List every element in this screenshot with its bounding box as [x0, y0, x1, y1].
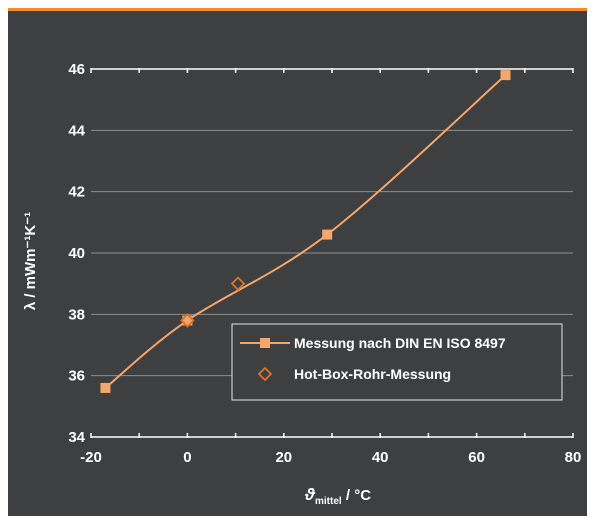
y-axis-title: λ / mWm⁻¹K⁻¹	[22, 212, 39, 310]
series-0-point-1	[182, 315, 193, 326]
y-tick-label-34: 34	[68, 429, 85, 446]
legend-item-din: Messung nach DIN EN ISO 8497	[240, 335, 506, 351]
series-line-0	[104, 74, 507, 389]
series-1-point-0	[180, 313, 195, 328]
y-tick-label-36: 36	[68, 368, 85, 385]
x-tick-label-60: 60	[468, 449, 485, 466]
x-tick-label--20: -20	[80, 449, 102, 466]
x-axis-title: ϑmittel / °C	[304, 485, 371, 507]
y-tick-label-46: 46	[68, 61, 85, 78]
tick-labels: -20 0 20 40 60 80 34 36 38 40 42 44 46	[68, 61, 581, 466]
axes	[90, 68, 574, 438]
series-1-point-1	[230, 276, 246, 291]
x-tick-label-0: 0	[183, 449, 191, 466]
legend-label-din: Messung nach DIN EN ISO 8497	[294, 335, 506, 351]
series-0-point-3	[500, 70, 511, 81]
x-axis-subscript: mittel	[315, 496, 342, 507]
legend-box	[231, 323, 563, 401]
legend: Messung nach DIN EN ISO 8497 Hot-Box-Roh…	[231, 323, 563, 401]
series-0-point-0	[100, 382, 111, 393]
series-layer	[100, 70, 511, 393]
legend-marker-diamond	[257, 366, 273, 382]
series-0-point-2	[322, 229, 333, 240]
x-tick-label-40: 40	[372, 449, 389, 466]
y-tick-label-38: 38	[68, 306, 85, 323]
x-axis-unit: / °C	[342, 487, 372, 504]
x-tick-label-80: 80	[565, 449, 582, 466]
x-axis-symbol: ϑ	[304, 485, 316, 504]
legend-marker-square	[260, 338, 270, 348]
y-tick-label-42: 42	[68, 184, 85, 201]
legend-label-hotbox: Hot-Box-Rohr-Messung	[294, 366, 451, 382]
y-tick-label-44: 44	[68, 122, 85, 139]
chart-frame: -20 0 20 40 60 80 34 36 38 40 42 44 46 λ / mWm⁻¹K⁻¹ …	[8, 8, 587, 516]
y-tick-label-40: 40	[68, 245, 85, 262]
x-tick-label-20: 20	[275, 449, 292, 466]
legend-item-hotbox: Hot-Box-Rohr-Messung	[257, 366, 451, 382]
